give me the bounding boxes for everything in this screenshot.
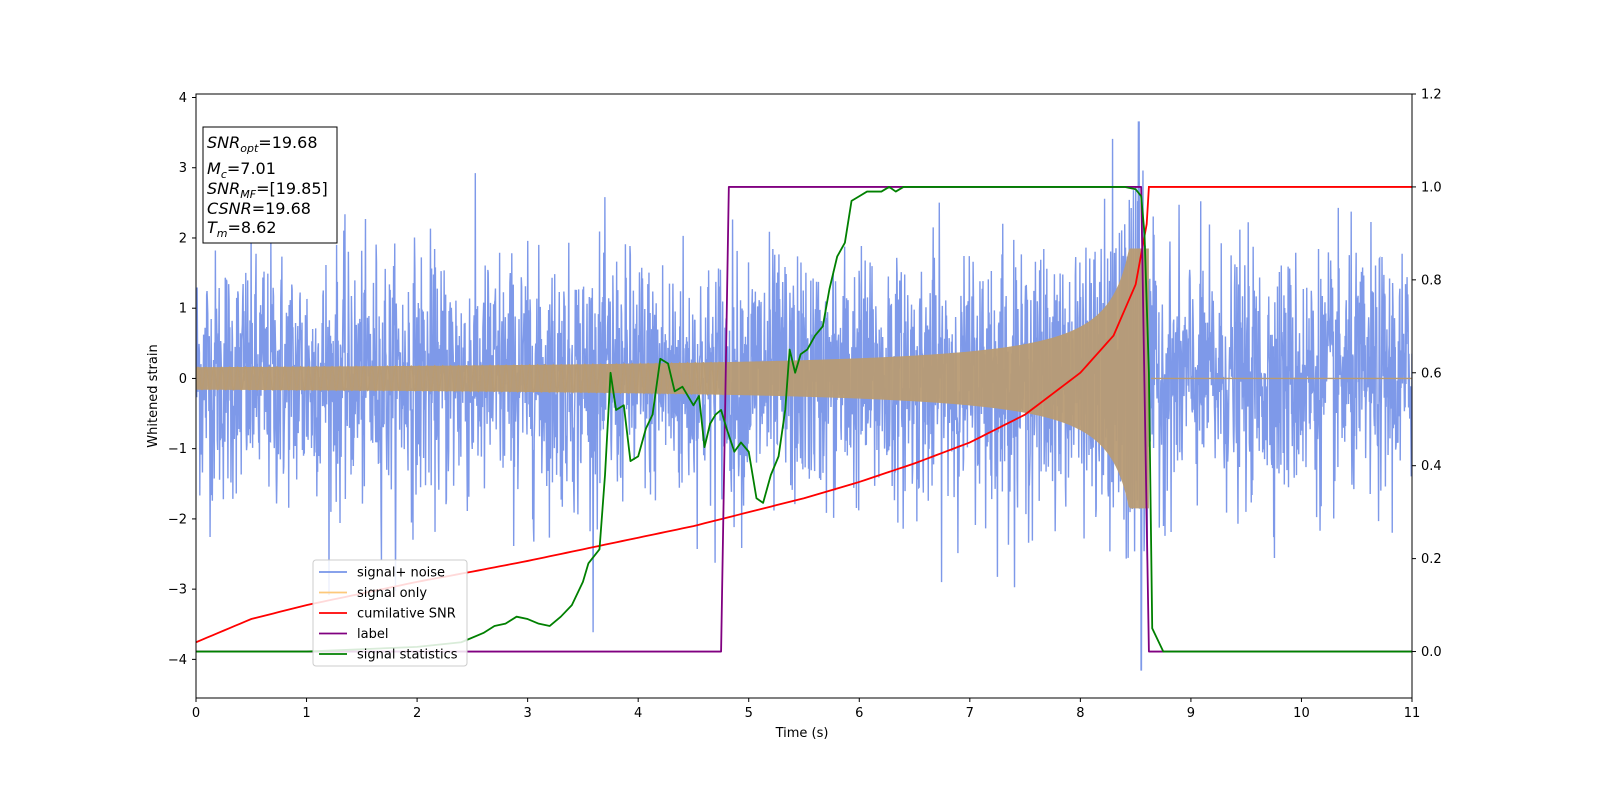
annotation-line: Mc=7.01 — [207, 159, 276, 181]
y-tick-label: 3 — [179, 161, 187, 176]
x-tick-label: 0 — [192, 706, 200, 721]
y-axis-right: 0.0 0.2 0.4 0.6 0.8 1.0 1.2 — [1412, 88, 1442, 660]
legend-label: signal only — [357, 586, 427, 601]
y2-tick-label: 0.0 — [1421, 645, 1442, 660]
x-tick-label: 2 — [413, 706, 421, 721]
y-tick-label: −3 — [168, 583, 187, 598]
x-tick-label: 10 — [1293, 706, 1310, 721]
legend-item: label — [319, 627, 388, 642]
y-axis-left: −4 −3 −2 −1 0 1 2 3 4 — [168, 91, 196, 668]
annotation-line: Tm=8.62 — [207, 218, 277, 240]
y2-tick-label: 0.8 — [1421, 273, 1442, 288]
y-tick-label: 2 — [179, 231, 187, 246]
x-tick-label: 11 — [1404, 706, 1421, 721]
y-tick-label: 0 — [179, 372, 187, 387]
annotation-line: SNRopt=19.68 — [207, 133, 318, 155]
x-axis: 0 1 2 3 4 5 6 7 8 9 10 11 — [192, 698, 1420, 721]
x-tick-label: 8 — [1076, 706, 1084, 721]
legend-item: signal statistics — [319, 648, 458, 663]
x-tick-label: 4 — [634, 706, 642, 721]
legend-label: signal statistics — [357, 648, 458, 663]
legend-item: cumilative SNR — [319, 607, 456, 622]
x-axis-label: Time (s) — [775, 726, 829, 741]
series-signal-noise — [196, 121, 1412, 671]
legend-label: cumilative SNR — [357, 607, 456, 622]
x-tick-label: 6 — [855, 706, 863, 721]
legend-item: signal only — [319, 586, 427, 601]
legend-label: label — [357, 627, 388, 642]
y-axis-label: Whitened strain — [146, 344, 161, 447]
x-tick-label: 1 — [302, 706, 310, 721]
x-tick-label: 9 — [1187, 706, 1195, 721]
x-tick-label: 7 — [966, 706, 974, 721]
y2-tick-label: 1.0 — [1421, 180, 1442, 195]
y-tick-label: 1 — [179, 302, 187, 317]
y2-tick-label: 1.2 — [1421, 88, 1442, 103]
x-tick-label: 5 — [745, 706, 753, 721]
y2-tick-label: 0.6 — [1421, 366, 1442, 381]
legend: signal+ noise signal only cumilative SNR la… — [312, 559, 468, 667]
y-tick-label: −1 — [168, 442, 187, 457]
plot-frame — [195, 93, 1413, 699]
annotation-line: CSNR=19.68 — [207, 199, 311, 218]
series-signal-only-wave — [196, 361, 728, 396]
y2-tick-label: 0.4 — [1421, 459, 1442, 474]
y2-tick-label: 0.2 — [1421, 552, 1442, 567]
x-tick-label: 3 — [523, 706, 531, 721]
y-tick-label: −2 — [168, 512, 187, 527]
legend-item: signal+ noise — [319, 566, 445, 581]
annotation-line: SNRMF=[19.85] — [207, 179, 328, 201]
series-signal-statistics — [196, 186, 1412, 653]
y-tick-label: −4 — [168, 653, 187, 668]
annotation-box: SNRopt=19.68 Mc=7.01SNRMF=[19.85]CSNR=19.… — [202, 126, 338, 244]
y-tick-label: 4 — [179, 91, 187, 106]
legend-label: signal+ noise — [357, 566, 445, 581]
